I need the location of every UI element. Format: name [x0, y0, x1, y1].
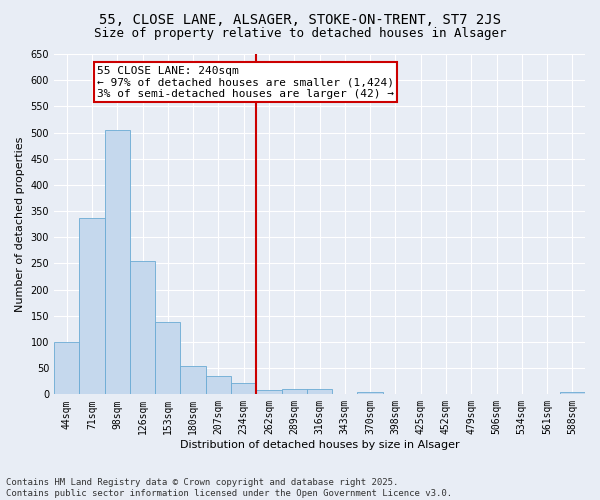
Text: Size of property relative to detached houses in Alsager: Size of property relative to detached ho… — [94, 28, 506, 40]
Bar — [104, 130, 130, 394]
Bar — [206, 376, 231, 394]
Bar — [231, 383, 256, 394]
Bar — [54, 342, 79, 394]
Bar — [560, 392, 585, 394]
Bar — [79, 218, 104, 394]
Bar — [130, 262, 155, 394]
Text: 55, CLOSE LANE, ALSAGER, STOKE-ON-TRENT, ST7 2JS: 55, CLOSE LANE, ALSAGER, STOKE-ON-TRENT,… — [99, 12, 501, 26]
Y-axis label: Number of detached properties: Number of detached properties — [15, 136, 25, 312]
Bar — [256, 390, 281, 394]
Text: Contains HM Land Registry data © Crown copyright and database right 2025.
Contai: Contains HM Land Registry data © Crown c… — [6, 478, 452, 498]
Text: 55 CLOSE LANE: 240sqm
← 97% of detached houses are smaller (1,424)
3% of semi-de: 55 CLOSE LANE: 240sqm ← 97% of detached … — [97, 66, 394, 98]
Bar — [307, 388, 332, 394]
Bar — [358, 392, 383, 394]
Bar — [181, 366, 206, 394]
Bar — [155, 322, 181, 394]
X-axis label: Distribution of detached houses by size in Alsager: Distribution of detached houses by size … — [180, 440, 460, 450]
Bar — [281, 388, 307, 394]
